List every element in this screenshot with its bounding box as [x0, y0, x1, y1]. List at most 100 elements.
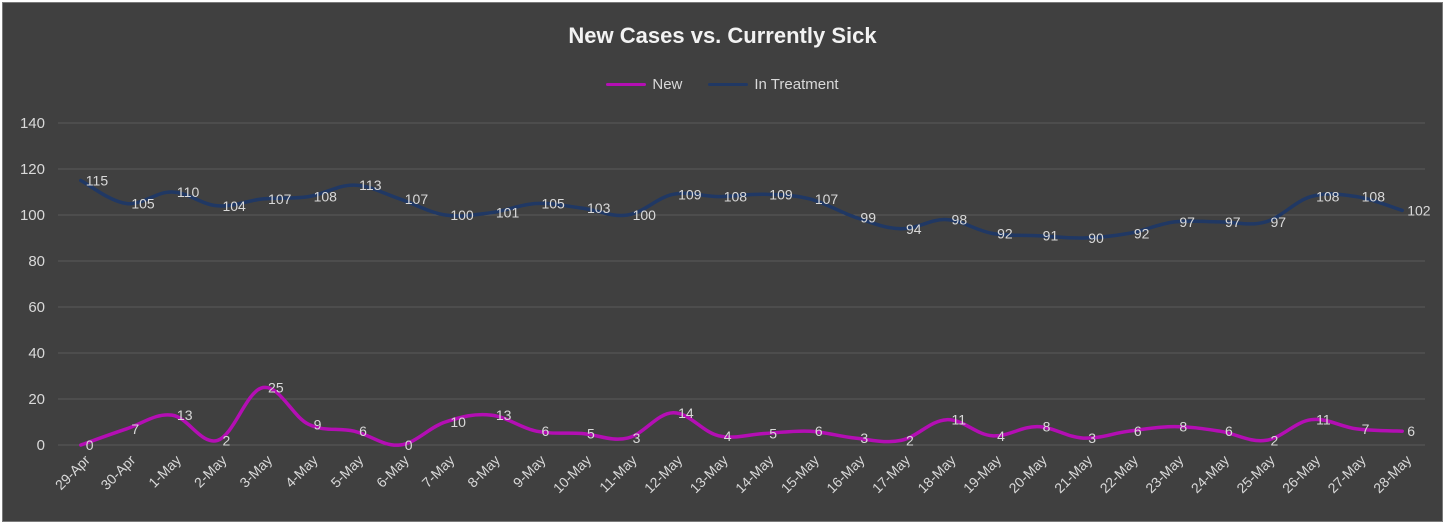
- data-label-in-treatment: 108: [1362, 189, 1386, 205]
- data-label-new: 6: [1134, 423, 1142, 439]
- data-point-in-treatment: [808, 197, 812, 201]
- data-label-in-treatment: 90: [1088, 230, 1104, 246]
- data-point-in-treatment: [1355, 195, 1359, 199]
- y-tick-label: 120: [20, 161, 45, 178]
- x-tick-label: 20-May: [1005, 452, 1049, 496]
- data-label-new: 2: [222, 432, 230, 448]
- data-label-in-treatment: 91: [1043, 228, 1059, 244]
- data-label-new: 6: [815, 423, 823, 439]
- data-point-in-treatment: [170, 190, 174, 194]
- data-label-new: 6: [359, 423, 367, 439]
- data-label-in-treatment: 102: [1407, 202, 1431, 218]
- x-tick-label: 28-May: [1370, 452, 1414, 496]
- x-tick-label: 7-May: [419, 452, 458, 491]
- data-label-new: 5: [769, 426, 777, 442]
- data-label-in-treatment: 94: [906, 221, 922, 237]
- data-point-new: [261, 386, 265, 390]
- data-point-in-treatment: [352, 183, 356, 187]
- data-label-in-treatment: 109: [769, 186, 793, 202]
- data-label-in-treatment: 105: [131, 196, 155, 212]
- y-tick-label: 60: [28, 299, 45, 316]
- y-tick-label: 20: [28, 391, 45, 408]
- data-label-new: 0: [86, 437, 94, 453]
- data-label-new: 3: [860, 430, 868, 446]
- x-tick-label: 25-May: [1233, 452, 1277, 496]
- y-tick-label: 140: [20, 115, 45, 132]
- data-label-new: 4: [997, 428, 1005, 444]
- x-tick-label: 4-May: [282, 452, 321, 491]
- data-point-new: [215, 438, 219, 442]
- data-point-new: [1355, 427, 1359, 431]
- data-point-new: [534, 429, 538, 433]
- data-point-new: [352, 429, 356, 433]
- data-point-new: [717, 434, 721, 438]
- data-point-new: [762, 432, 766, 436]
- x-tick-label: 18-May: [914, 452, 958, 496]
- x-tick-label: 24-May: [1188, 452, 1232, 496]
- x-tick-label: 1-May: [145, 452, 184, 491]
- x-tick-label: 2-May: [191, 452, 230, 491]
- data-label-new: 6: [541, 423, 549, 439]
- data-label-in-treatment: 107: [815, 191, 839, 207]
- data-label-in-treatment: 108: [314, 189, 338, 205]
- y-tick-label: 80: [28, 253, 45, 270]
- x-tick-label: 13-May: [687, 452, 731, 496]
- data-point-new: [853, 436, 857, 440]
- data-point-in-treatment: [1036, 234, 1040, 238]
- data-point-in-treatment: [1172, 220, 1176, 224]
- x-tick-label: 9-May: [510, 452, 549, 491]
- data-label-new: 10: [450, 414, 466, 430]
- data-label-in-treatment: 100: [450, 207, 474, 223]
- data-label-new: 7: [1362, 421, 1370, 437]
- data-label-new: 13: [496, 407, 512, 423]
- data-point-new: [1081, 436, 1085, 440]
- x-tick-label: 15-May: [778, 452, 822, 496]
- data-point-in-treatment: [215, 204, 219, 208]
- data-label-in-treatment: 97: [1271, 214, 1287, 230]
- x-tick-label: 27-May: [1324, 452, 1368, 496]
- data-point-in-treatment: [762, 192, 766, 196]
- data-point-in-treatment: [990, 231, 994, 235]
- data-point-in-treatment: [443, 213, 447, 217]
- legend-item-new: New: [606, 76, 682, 93]
- data-point-new: [990, 434, 994, 438]
- data-label-new: 4: [724, 428, 732, 444]
- data-point-in-treatment: [307, 195, 311, 199]
- data-point-in-treatment: [1264, 220, 1268, 224]
- data-point-in-treatment: [1309, 195, 1313, 199]
- x-tick-label: 30-Apr: [97, 452, 138, 493]
- data-label-in-treatment: 92: [1134, 225, 1150, 241]
- x-tick-label: 6-May: [373, 452, 412, 491]
- data-label-new: 25: [268, 380, 284, 396]
- data-label-in-treatment: 98: [952, 212, 968, 228]
- legend-swatch-in-treatment: [708, 83, 749, 86]
- data-label-in-treatment: 107: [405, 191, 429, 207]
- data-point-new: [1309, 418, 1313, 422]
- data-label-new: 5: [587, 426, 595, 442]
- data-label-in-treatment: 108: [724, 189, 748, 205]
- data-point-new: [398, 443, 402, 447]
- data-point-in-treatment: [124, 202, 128, 206]
- data-label-new: 9: [314, 416, 322, 432]
- data-label-in-treatment: 101: [496, 205, 520, 221]
- data-label-in-treatment: 109: [678, 186, 702, 202]
- data-label-in-treatment: 113: [359, 177, 382, 193]
- data-label-in-treatment: 107: [268, 191, 292, 207]
- data-point-new: [79, 443, 83, 447]
- data-point-new: [124, 427, 128, 431]
- data-point-new: [1264, 438, 1268, 442]
- data-point-in-treatment: [489, 211, 493, 215]
- data-label-new: 3: [633, 430, 641, 446]
- legend-item-in-treatment: In Treatment: [708, 76, 839, 93]
- data-point-new: [1172, 425, 1176, 429]
- data-label-new: 6: [1225, 423, 1233, 439]
- data-label-in-treatment: 110: [177, 184, 200, 200]
- x-tick-label: 8-May: [464, 452, 503, 491]
- data-point-in-treatment: [853, 215, 857, 219]
- x-tick-label: 10-May: [550, 452, 594, 496]
- data-point-in-treatment: [1081, 236, 1085, 240]
- x-tick-label: 19-May: [960, 452, 1004, 496]
- data-point-in-treatment: [580, 206, 584, 210]
